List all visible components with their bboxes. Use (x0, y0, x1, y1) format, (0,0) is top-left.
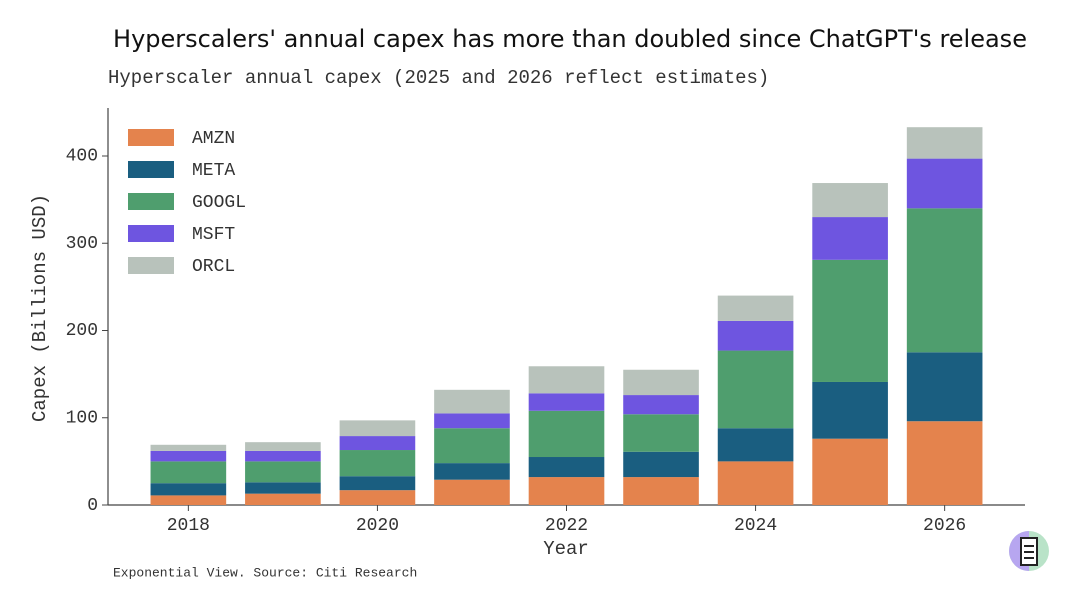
bar-segment (434, 413, 510, 429)
bar-segment (245, 442, 321, 451)
legend-label: GOOGL (192, 193, 246, 213)
bar-segment (528, 477, 605, 505)
y-tick-label: 200 (66, 321, 98, 341)
bar-segment (245, 482, 321, 494)
bar-segment (812, 438, 888, 505)
bar-segment (150, 444, 227, 451)
bar-segment (623, 369, 699, 396)
legend-label: ORCL (192, 257, 235, 277)
logo (1009, 531, 1049, 571)
bar-segment (906, 208, 983, 353)
source-note: Exponential View. Source: Citi Research (113, 565, 417, 580)
bar-segment (434, 389, 510, 414)
bar-segment (339, 420, 416, 437)
x-tick-label: 2020 (356, 516, 399, 536)
y-tick-label: 0 (87, 496, 98, 516)
chart-title: Hyperscalers' annual capex has more than… (113, 25, 1027, 53)
legend-label: MSFT (192, 225, 235, 245)
bar-segment (906, 352, 983, 422)
bar-segment (434, 428, 510, 464)
chart-subtitle: Hyperscaler annual capex (2025 and 2026 … (108, 67, 769, 89)
y-tick-label: 300 (66, 234, 98, 254)
bar-segment (623, 414, 699, 452)
bar-segment (717, 461, 794, 505)
bar-segment (339, 436, 416, 451)
y-tick-label: 100 (66, 408, 98, 428)
bar-segment (150, 495, 227, 505)
bar-segment (528, 366, 605, 394)
bar-segment (528, 393, 605, 411)
y-axis-label: Capex (Billions USD) (29, 194, 51, 422)
bar-segment (245, 493, 321, 505)
bar-segment (906, 421, 983, 505)
y-tick-label: 400 (66, 147, 98, 167)
bar-segment (717, 428, 794, 462)
bar-segment (528, 457, 605, 478)
bar-segment (906, 158, 983, 209)
bar-segment (717, 350, 794, 429)
bar-segment (245, 450, 321, 462)
bar-segment (434, 463, 510, 480)
bar-segment (245, 461, 321, 483)
bar-segment (717, 320, 794, 351)
bar-segment (623, 477, 699, 505)
legend-label: AMZN (192, 129, 235, 149)
bar-segment (339, 476, 416, 491)
bar-segment (150, 450, 227, 462)
x-tick-label: 2026 (923, 516, 966, 536)
bar-segment (339, 450, 416, 477)
bar-segment (812, 259, 888, 382)
x-tick-label: 2024 (734, 516, 777, 536)
legend-swatch (128, 257, 174, 274)
bar-segment (339, 490, 416, 505)
x-tick-label: 2022 (545, 516, 588, 536)
bar-segment (812, 381, 888, 439)
bar-segment (623, 451, 699, 478)
bar-segment (150, 461, 227, 484)
legend-label: META (192, 161, 235, 181)
bar-segment (717, 295, 794, 321)
legend-swatch (128, 225, 174, 242)
bar-segment (812, 183, 888, 218)
bar-segment (623, 395, 699, 415)
legend-swatch (128, 161, 174, 178)
bar-segment (528, 410, 605, 458)
bar-segment (150, 483, 227, 496)
bar-segment (434, 479, 510, 505)
x-axis-label: Year (543, 538, 589, 560)
bar-segment (906, 127, 983, 159)
x-tick-label: 2018 (167, 516, 210, 536)
legend-swatch (128, 193, 174, 210)
bar-segment (812, 217, 888, 260)
legend-swatch (128, 129, 174, 146)
